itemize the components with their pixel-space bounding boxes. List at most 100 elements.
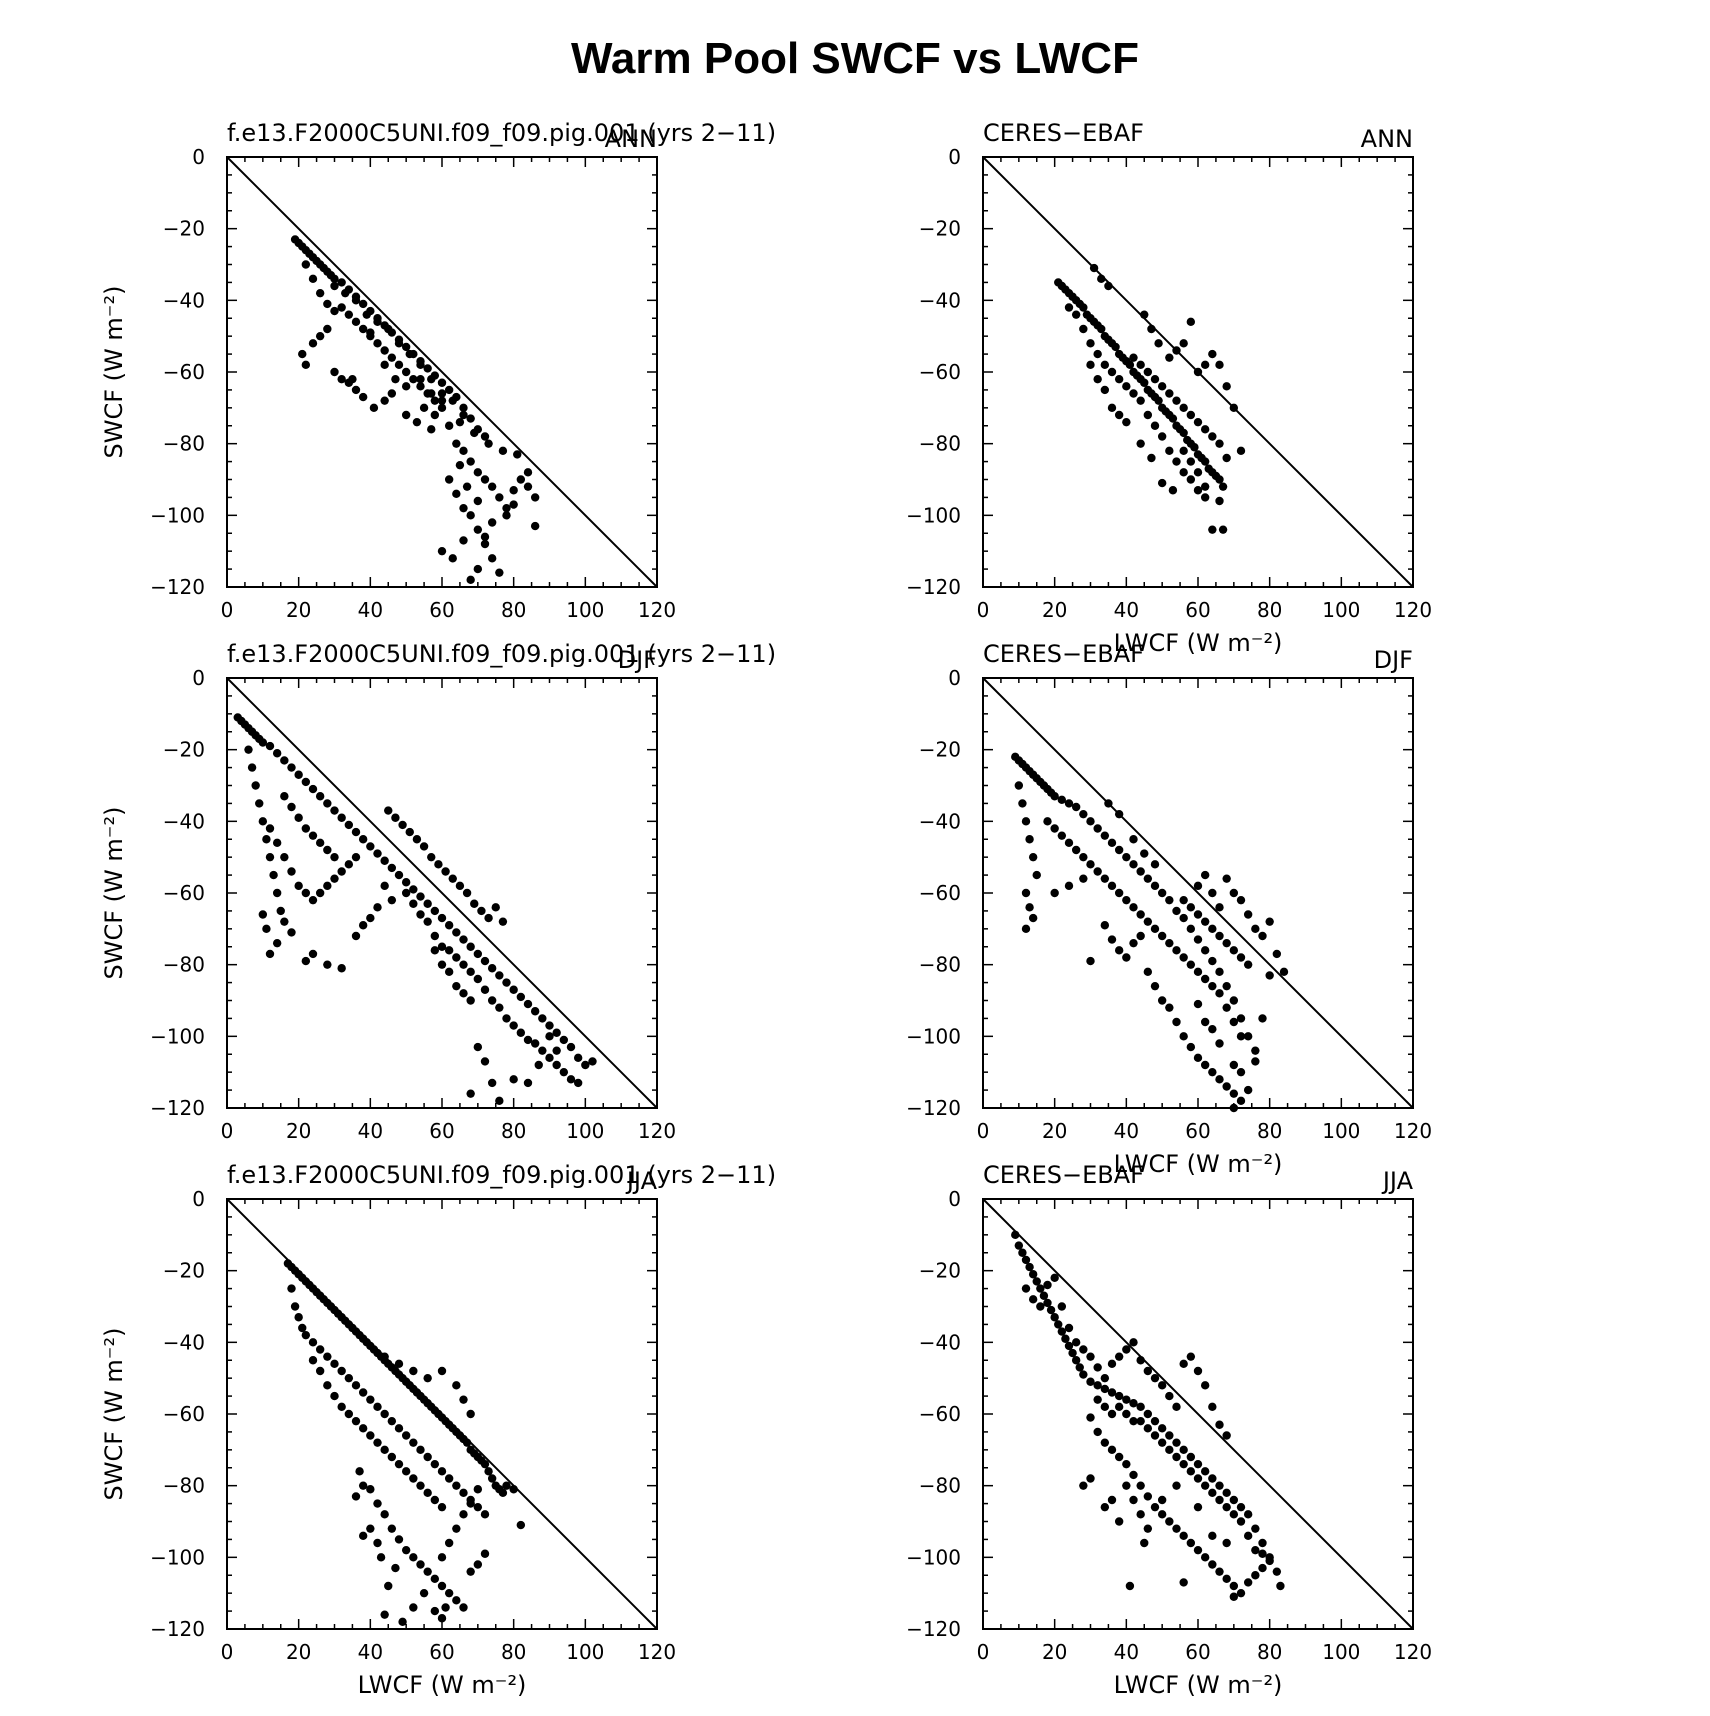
data-point (1086, 1474, 1095, 1483)
data-point (348, 374, 357, 384)
data-point (430, 1606, 440, 1616)
data-point (1251, 1046, 1260, 1055)
data-point (272, 938, 282, 948)
data-point (1150, 1502, 1160, 1512)
data-point (380, 346, 389, 355)
data-point (473, 525, 483, 534)
reference-line (982, 1198, 1414, 1630)
data-point (466, 575, 475, 585)
data-point (315, 838, 325, 848)
x-tick-label: 120 (638, 1640, 676, 1664)
data-point (1079, 1481, 1088, 1490)
panel-left-label: CERES−EBAF (983, 1161, 1144, 1189)
data-point (1125, 360, 1135, 370)
data-point (423, 899, 432, 908)
data-point (1179, 339, 1188, 348)
data-point (401, 382, 411, 391)
data-point (473, 974, 483, 984)
data-point (1093, 1381, 1102, 1390)
data-point (466, 1409, 475, 1419)
data-point (1165, 353, 1174, 362)
data-point (427, 374, 436, 384)
data-point (315, 288, 325, 298)
data-point (437, 913, 447, 923)
data-point (351, 852, 361, 862)
data-point (380, 1445, 389, 1455)
panel-left-label: CERES−EBAF (983, 119, 1144, 147)
data-point (1193, 999, 1203, 1009)
data-point (1114, 946, 1124, 955)
data-point (545, 1032, 554, 1041)
data-point (1208, 525, 1217, 534)
data-point (380, 856, 389, 865)
data-point (1136, 1356, 1145, 1365)
data-point (1251, 1571, 1260, 1580)
data-point (416, 360, 425, 370)
data-point (1050, 824, 1059, 833)
data-point (1165, 389, 1174, 398)
data-point (1107, 881, 1117, 891)
data-point (337, 374, 346, 384)
data-point (1200, 493, 1210, 502)
data-point (1150, 374, 1160, 384)
data-point (1229, 1581, 1239, 1591)
y-tick-label: −40 (919, 288, 961, 312)
data-point (1114, 1402, 1124, 1412)
data-point (1157, 996, 1167, 1005)
data-point (444, 475, 454, 484)
data-point (1200, 870, 1210, 880)
data-point (1129, 1338, 1138, 1347)
data-point (1208, 1531, 1217, 1541)
data-point (452, 439, 461, 448)
data-point (1150, 1431, 1160, 1440)
data-point (1086, 860, 1095, 869)
y-tick-label: −120 (150, 1617, 205, 1641)
data-point (1104, 281, 1113, 291)
data-point (1186, 1538, 1196, 1548)
data-point (1129, 1470, 1138, 1480)
data-point (419, 403, 429, 413)
data-point (1114, 845, 1124, 855)
data-point (1122, 1481, 1131, 1490)
x-tick-label: 0 (221, 1119, 234, 1143)
data-point (401, 1467, 411, 1476)
data-point (416, 910, 425, 919)
data-point (448, 554, 457, 563)
data-point (373, 1538, 382, 1548)
data-point (1200, 482, 1210, 491)
data-point (344, 820, 354, 830)
data-point (459, 1395, 468, 1404)
data-point (323, 1352, 332, 1361)
panel-left-label: f.e13.F2000C5UNI.f09_f09.pig.001 (yrs 2−… (227, 119, 776, 147)
data-point (1100, 831, 1110, 840)
data-point (516, 1028, 526, 1037)
data-point (409, 374, 418, 384)
data-point (588, 1057, 597, 1066)
data-point (473, 496, 483, 506)
data-point (1057, 1327, 1067, 1336)
data-point (538, 1014, 547, 1023)
data-point (441, 867, 450, 876)
data-point (1075, 1363, 1084, 1372)
data-point (1172, 1017, 1181, 1027)
data-point (315, 888, 325, 898)
data-point (495, 493, 504, 502)
data-point (262, 924, 271, 934)
data-point (1243, 910, 1253, 919)
data-point (480, 532, 490, 542)
data-point (358, 392, 368, 402)
data-point (1071, 310, 1081, 319)
data-point (1265, 1556, 1274, 1566)
data-point (258, 910, 268, 919)
data-point (290, 1302, 300, 1311)
data-point (1136, 910, 1145, 919)
data-point (1222, 938, 1231, 948)
data-point (1154, 339, 1163, 348)
data-point (473, 564, 483, 574)
y-tick-label: −20 (163, 217, 205, 241)
data-point (409, 1553, 418, 1562)
data-point (1100, 1438, 1110, 1447)
data-point (384, 806, 393, 815)
data-point (1200, 917, 1210, 926)
data-point (480, 985, 490, 994)
